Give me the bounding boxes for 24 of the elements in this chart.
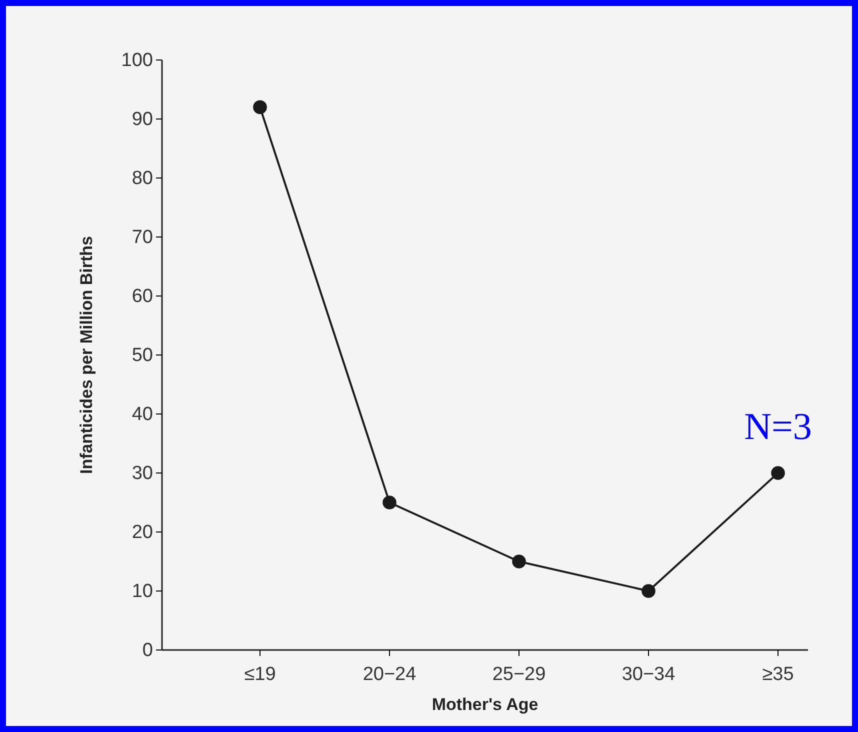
point	[512, 554, 526, 568]
x-tick-label: 30−34	[622, 664, 676, 685]
x-tick-label: 20−24	[362, 664, 417, 685]
x-axis-title: Mother's Age	[432, 695, 538, 714]
y-tick-label: 0	[142, 640, 153, 662]
x-tick-label: ≤19	[244, 664, 276, 685]
x-tick-label: ≥35	[762, 664, 794, 685]
point	[771, 466, 785, 480]
y-tick-label: 80	[132, 168, 153, 190]
y-tick-label: 40	[132, 404, 153, 426]
annotation: N=3	[744, 406, 812, 448]
x-tick-label: 25−29	[492, 664, 546, 685]
y-tick-label: 100	[121, 50, 153, 72]
y-tick-label: 30	[132, 463, 153, 484]
y-tick-label: 50	[132, 345, 153, 366]
y-tick-label: 10	[132, 581, 153, 602]
y-tick-label: 90	[132, 109, 153, 130]
point	[642, 584, 656, 598]
point	[253, 100, 267, 114]
point	[382, 496, 396, 510]
y-tick-label: 70	[132, 227, 153, 248]
y-tick-label: 20	[132, 522, 153, 544]
y-axis-title: Infanticides per Million Births	[77, 236, 96, 474]
y-tick-label: 60	[132, 286, 153, 308]
